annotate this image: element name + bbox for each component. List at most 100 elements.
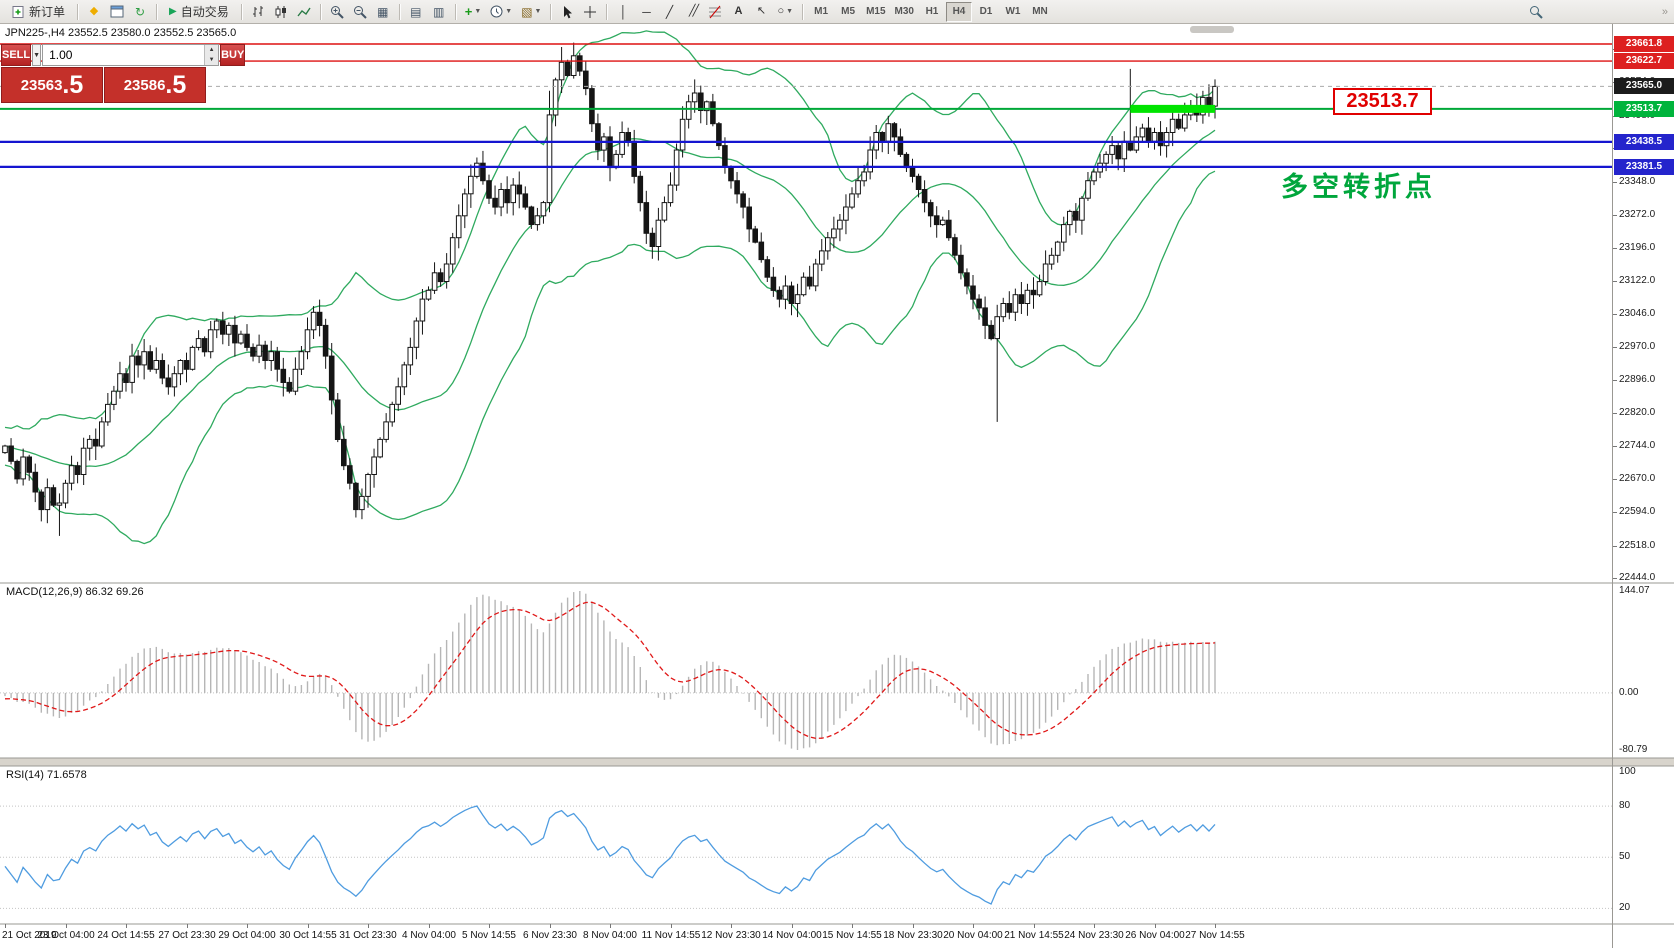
channel-button[interactable]: ╱╱	[681, 2, 703, 22]
toolbar-separator	[77, 3, 79, 20]
line-chart-button[interactable]	[293, 2, 315, 22]
price-tick-label: 23196.0	[1619, 242, 1656, 253]
new-chart-button[interactable]	[106, 2, 128, 22]
profiles-button[interactable]: ↻	[129, 2, 151, 22]
cascade-icon: ▤	[410, 4, 422, 19]
new-order-button[interactable]: 新订单	[4, 2, 72, 22]
zoom-in-button[interactable]	[326, 2, 348, 22]
fibonacci-button[interactable]	[704, 2, 726, 22]
axis-tick-mark	[1613, 479, 1617, 480]
search-button[interactable]	[1525, 2, 1547, 22]
price-tick-label: 22518.0	[1619, 540, 1656, 551]
time-label: 14 Nov 04:00	[762, 930, 822, 941]
axis-tick-mark	[1613, 248, 1617, 249]
tile-windows-button[interactable]: ▦	[372, 2, 394, 22]
axis-tick-mark	[1613, 182, 1617, 183]
time-label: 30 Oct 14:55	[279, 930, 337, 941]
tile-horizontal-icon: ▥	[433, 4, 445, 19]
time-label: 27 Oct 23:30	[158, 930, 216, 941]
time-tick-mark	[671, 924, 672, 928]
price-callout: 23513.7	[1333, 88, 1432, 115]
bar-chart-button[interactable]	[247, 2, 269, 22]
new-order-icon	[12, 5, 24, 18]
toolbar-separator	[550, 3, 552, 20]
arrows-button[interactable]: ↖	[750, 2, 772, 22]
time-tick-mark	[792, 924, 793, 928]
time-axis[interactable]: 21 Oct 2019 23 Oct 04:00 24 Oct 14:55 27 Oc…	[0, 924, 1612, 948]
cursor-button[interactable]	[556, 2, 578, 22]
chart-scrollbar-thumb[interactable]	[1190, 26, 1234, 33]
time-tick-mark	[489, 924, 490, 928]
timeframe-m15-button[interactable]: M15	[862, 2, 889, 22]
timeframe-m30-button[interactable]: M30	[891, 2, 918, 22]
time-label: 27 Nov 14:55	[1185, 930, 1245, 941]
macd-histogram	[4, 591, 1216, 750]
time-tick-mark	[5, 924, 6, 928]
timeframe-d1-button[interactable]: D1	[973, 2, 999, 22]
buy-button[interactable]: BUY	[220, 44, 246, 66]
volume-decrement-button[interactable]: ▼	[205, 55, 219, 65]
candlestick-chart-button[interactable]	[270, 2, 292, 22]
rsi-line	[4, 805, 1216, 905]
refresh-icon: ↻	[134, 4, 146, 19]
vertical-line-icon: │	[619, 4, 628, 19]
price-tick-label: 22670.0	[1619, 473, 1656, 484]
time-tick-mark	[126, 924, 127, 928]
time-tick-mark	[550, 924, 551, 928]
volume-input[interactable]	[43, 45, 205, 65]
axis-tick-mark	[1613, 413, 1617, 414]
indicators-button[interactable]: + ▼	[461, 2, 486, 22]
text-icon: A	[734, 5, 743, 17]
auto-trading-label: 自动交易	[180, 5, 229, 19]
horizontal-line-button[interactable]: ─	[635, 2, 657, 22]
templates-button[interactable]: ▧ ▼	[517, 2, 545, 22]
crosshair-button[interactable]	[579, 2, 601, 22]
timeframe-m1-button[interactable]: M1	[808, 2, 834, 22]
sell-price-display[interactable]: 23563.5	[1, 67, 103, 103]
time-label: 26 Nov 04:00	[1125, 930, 1185, 941]
volume-dropdown-button[interactable]: ▼	[32, 44, 42, 66]
time-label: 20 Nov 04:00	[943, 930, 1003, 941]
auto-trading-button[interactable]: ▶ 自动交易	[162, 2, 236, 22]
price-tick-label: 23122.0	[1619, 275, 1656, 286]
rsi-label: RSI(14) 71.6578	[6, 769, 87, 781]
price-badge-red: 23661.8	[1614, 36, 1674, 52]
play-icon: ▶	[169, 5, 177, 17]
trendline-button[interactable]: ╱	[658, 2, 680, 22]
mql-wizard-button[interactable]: ◆	[83, 2, 105, 22]
rsi-axis-value: 80	[1619, 800, 1631, 811]
toolbar-separator	[398, 3, 400, 20]
text-label-button[interactable]: A	[727, 2, 749, 22]
timeframe-toolbar: M1 M5 M15 M30 H1 H4 D1 W1 MN	[808, 1, 1053, 22]
toolbar-separator	[319, 3, 321, 20]
axis-tick-mark	[1613, 578, 1617, 579]
toolbar-overflow-icon[interactable]: »	[1661, 5, 1668, 18]
cascade-windows-button[interactable]: ▤	[405, 2, 427, 22]
vertical-line-button[interactable]: │	[612, 2, 634, 22]
buy-price-display[interactable]: 23586.5	[104, 67, 206, 103]
time-tick-mark	[610, 924, 611, 928]
sell-button[interactable]: SELL	[1, 44, 32, 66]
timeframe-w1-button[interactable]: W1	[1000, 2, 1026, 22]
time-label: 21 Oct 2019	[2, 930, 57, 941]
timeframe-h4-button[interactable]: H4	[945, 1, 972, 22]
zoom-out-button[interactable]	[349, 2, 371, 22]
timeframe-mn-button[interactable]: MN	[1027, 2, 1053, 22]
time-tick-mark	[66, 924, 67, 928]
tile-grid-icon: ▦	[377, 4, 389, 19]
arrow-icon: ↖	[756, 5, 767, 17]
chart-window-icon	[110, 5, 124, 18]
price-badge-red: 23622.7	[1614, 53, 1674, 69]
volume-increment-button[interactable]: ▲	[205, 45, 219, 55]
periods-button[interactable]: ▼	[486, 2, 516, 22]
toolbar-separator	[240, 3, 242, 20]
time-label: 15 Nov 14:55	[822, 930, 882, 941]
tile-horizontal-button[interactable]: ▥	[428, 2, 450, 22]
time-label: 12 Nov 23:30	[701, 930, 761, 941]
price-axis[interactable]: 23650.023574.023498.023424.023348.023272…	[1612, 24, 1674, 948]
timeframe-m5-button[interactable]: M5	[835, 2, 861, 22]
timeframe-h1-button[interactable]: H1	[919, 2, 945, 22]
shapes-button[interactable]: ○ ▼	[773, 2, 797, 22]
